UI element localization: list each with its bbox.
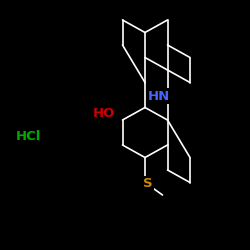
Text: S: S (143, 177, 152, 190)
Text: HCl: HCl (16, 130, 42, 143)
Text: HN: HN (148, 90, 170, 103)
Text: HO: HO (92, 107, 115, 120)
